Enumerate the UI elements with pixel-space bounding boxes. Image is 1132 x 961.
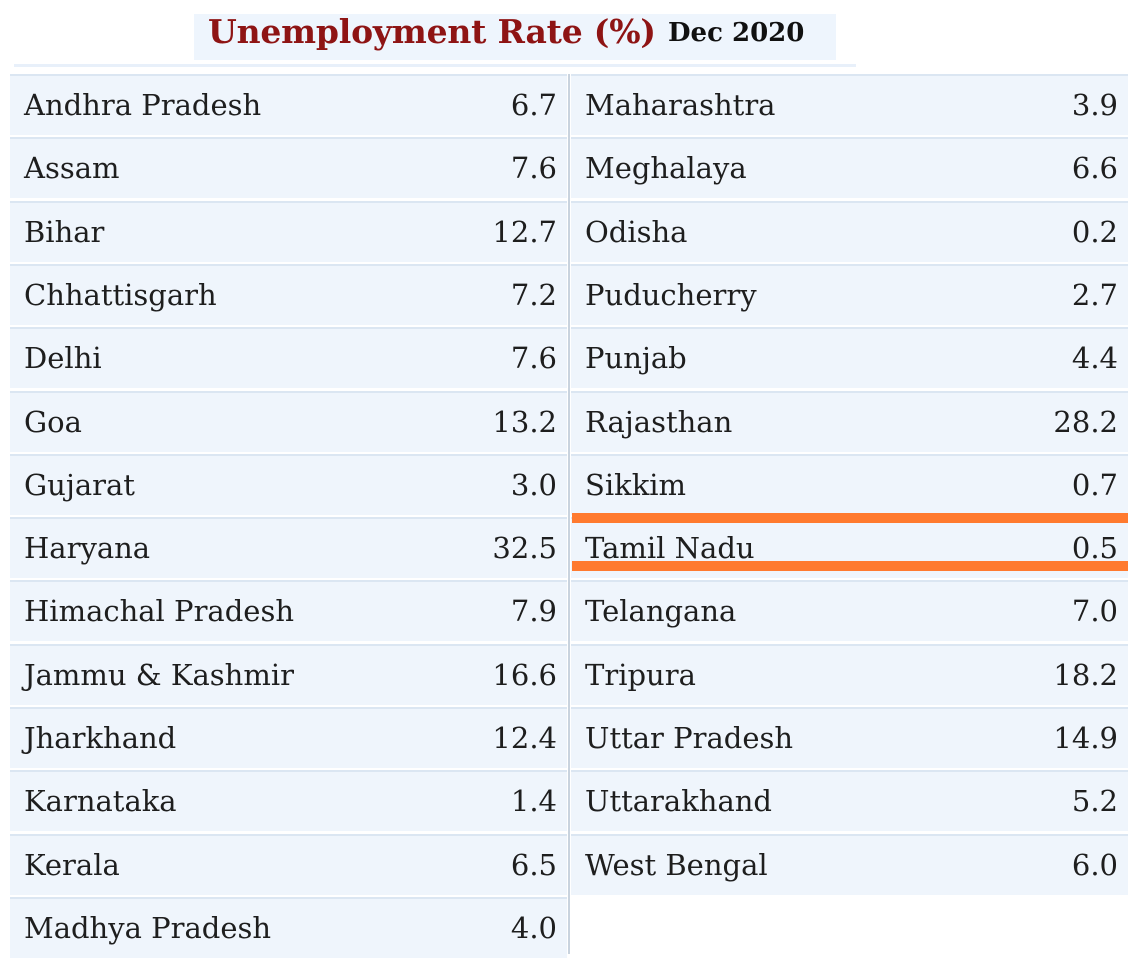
state-name: Karnataka	[24, 784, 177, 819]
rate-value: 32.5	[492, 531, 557, 566]
state-name: Odisha	[585, 214, 688, 249]
right-row-punjab: Punjab 4.4	[571, 327, 1128, 389]
state-name: Haryana	[24, 531, 151, 566]
rate-value: 7.6	[510, 151, 557, 186]
left-row-jharkhand: Jharkhand 12.4	[10, 707, 567, 768]
chart-title: Unemployment Rate (%)	[208, 12, 656, 51]
title-underline	[14, 64, 856, 67]
state-name: Tamil Nadu	[585, 531, 755, 566]
highlight-line-top	[572, 513, 1128, 524]
state-name: Madhya Pradesh	[24, 910, 272, 945]
column-divider	[568, 74, 570, 954]
right-row-west-bengal: West Bengal 6.0	[571, 833, 1128, 895]
right-row-sikkim: Sikkim 0.7	[571, 453, 1128, 515]
state-name: Delhi	[24, 341, 102, 376]
right-row-meghalaya: Meghalaya 6.6	[571, 137, 1128, 199]
right-row-tripura: Tripura 18.2	[571, 643, 1128, 705]
rate-value: 6.0	[1071, 847, 1118, 882]
rate-value: 7.9	[510, 594, 557, 629]
rate-value: 5.2	[1071, 784, 1118, 819]
state-name: Goa	[24, 404, 82, 439]
right-row-uttarakhand: Uttarakhand 5.2	[571, 770, 1128, 832]
rate-value: 1.4	[510, 784, 557, 819]
state-name: Rajasthan	[585, 404, 733, 439]
title-band	[194, 14, 836, 60]
rate-value: 12.7	[492, 214, 557, 249]
right-row-odisha: Odisha 0.2	[571, 200, 1128, 262]
rate-value: 2.7	[1071, 277, 1118, 312]
left-row-haryana: Haryana 32.5	[10, 517, 567, 579]
state-name: Andhra Pradesh	[24, 88, 262, 122]
left-row-himachal-pradesh: Himachal Pradesh 7.9	[10, 580, 567, 642]
rate-value: 3.9	[1071, 88, 1118, 122]
state-name: Jharkhand	[24, 721, 177, 755]
rate-value: 28.2	[1053, 404, 1118, 439]
state-name: Jammu & Kashmir	[24, 657, 294, 692]
right-row-maharashtra: Maharashtra 3.9	[571, 74, 1128, 135]
state-name: Gujarat	[24, 467, 135, 502]
right-row-telangana: Telangana 7.0	[571, 580, 1128, 642]
left-row-kerala: Kerala 6.5	[10, 833, 567, 895]
left-row-andhra-pradesh: Andhra Pradesh 6.7	[10, 74, 567, 135]
left-row-chhattisgarh: Chhattisgarh 7.2	[10, 263, 567, 325]
right-row-puducherry: Puducherry 2.7	[571, 263, 1128, 325]
rate-value: 4.4	[1071, 341, 1118, 376]
left-row-assam: Assam 7.6	[10, 137, 567, 199]
rate-value: 0.7	[1071, 467, 1118, 502]
state-name: Himachal Pradesh	[24, 594, 295, 629]
state-name: Tripura	[585, 657, 696, 692]
left-row-jammu-kashmir: Jammu & Kashmir 16.6	[10, 643, 567, 705]
rate-value: 6.5	[510, 847, 557, 882]
rate-value: 0.2	[1071, 214, 1118, 249]
left-row-karnataka: Karnataka 1.4	[10, 770, 567, 832]
rate-value: 7.0	[1071, 594, 1118, 629]
state-name: Telangana	[585, 594, 737, 629]
state-name: Uttarakhand	[585, 784, 772, 819]
rate-value: 3.0	[510, 467, 557, 502]
left-row-delhi: Delhi 7.6	[10, 327, 567, 389]
rate-value: 13.2	[492, 404, 557, 439]
chart-subtitle: Dec 2020	[668, 18, 805, 48]
rate-value: 18.2	[1053, 657, 1118, 692]
highlight-line-bottom	[572, 561, 1128, 572]
rate-value: 7.2	[510, 277, 557, 312]
state-name: Punjab	[585, 341, 687, 376]
left-row-bihar: Bihar 12.7	[10, 200, 567, 262]
state-name: Maharashtra	[585, 88, 776, 122]
state-name: Meghalaya	[585, 151, 747, 186]
state-name: Puducherry	[585, 277, 757, 312]
right-row-rajasthan: Rajasthan 28.2	[571, 390, 1128, 452]
state-name: Sikkim	[585, 467, 687, 502]
state-name: Kerala	[24, 847, 120, 882]
state-name: Chhattisgarh	[24, 277, 217, 312]
state-name: West Bengal	[585, 847, 768, 882]
state-name: Assam	[24, 151, 120, 186]
rate-value: 16.6	[492, 657, 557, 692]
state-name: Uttar Pradesh	[585, 721, 794, 755]
rate-value: 6.7	[510, 88, 557, 122]
rate-value: 6.6	[1071, 151, 1118, 186]
state-name: Bihar	[24, 214, 105, 249]
rate-value: 12.4	[492, 721, 557, 755]
left-row-gujarat: Gujarat 3.0	[10, 453, 567, 515]
rate-value: 0.5	[1071, 531, 1118, 566]
rate-value: 4.0	[510, 910, 557, 945]
right-row-uttar-pradesh: Uttar Pradesh 14.9	[571, 707, 1128, 768]
left-row-madhya-pradesh: Madhya Pradesh 4.0	[10, 896, 567, 958]
rate-value: 7.6	[510, 341, 557, 376]
left-row-goa: Goa 13.2	[10, 390, 567, 452]
rate-value: 14.9	[1053, 721, 1118, 755]
